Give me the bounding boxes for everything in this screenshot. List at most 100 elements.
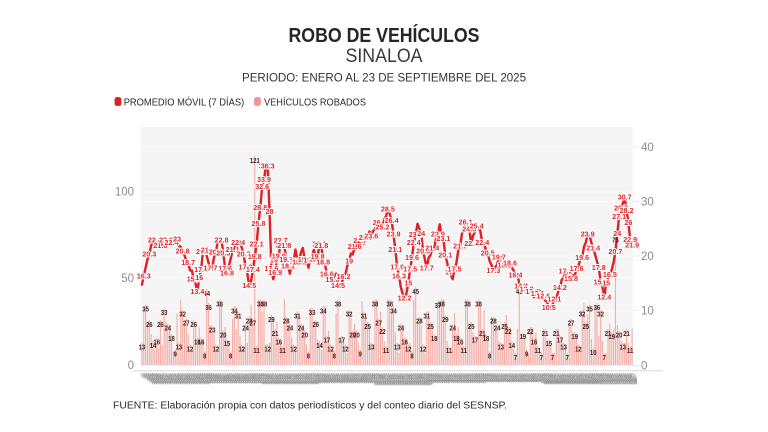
svg-text:22.2: 22.2: [464, 239, 478, 248]
svg-text:21.9: 21.9: [276, 241, 290, 250]
svg-text:12: 12: [405, 344, 412, 353]
svg-text:21: 21: [201, 246, 209, 255]
svg-text:23.9: 23.9: [431, 230, 445, 239]
svg-text:21.8: 21.8: [153, 241, 167, 250]
svg-text:28: 28: [490, 317, 497, 326]
svg-text:8: 8: [410, 351, 413, 360]
svg-text:20.6: 20.6: [209, 248, 223, 257]
svg-text:21.9: 21.9: [625, 241, 639, 250]
svg-text:16: 16: [194, 337, 201, 346]
svg-text:12.6: 12.6: [536, 292, 550, 301]
svg-text:25: 25: [364, 322, 371, 331]
svg-text:26: 26: [190, 320, 197, 329]
svg-text:25.4: 25.4: [470, 221, 484, 230]
svg-text:11: 11: [253, 346, 260, 355]
svg-text:12: 12: [290, 344, 297, 353]
svg-text:15.6: 15.6: [325, 275, 339, 284]
svg-text:40: 40: [641, 142, 654, 154]
svg-text:34: 34: [320, 306, 327, 315]
svg-text:25: 25: [468, 322, 475, 331]
svg-text:21: 21: [605, 329, 612, 338]
svg-text:25: 25: [583, 322, 590, 331]
svg-text:28.2: 28.2: [620, 206, 634, 215]
svg-text:18.3: 18.3: [498, 260, 512, 269]
svg-text:27.1: 27.1: [612, 212, 626, 221]
svg-text:25: 25: [501, 322, 508, 331]
svg-text:17: 17: [472, 336, 479, 345]
svg-text:16.9: 16.9: [268, 268, 282, 277]
svg-text:12: 12: [420, 344, 427, 353]
svg-text:16.3: 16.3: [137, 271, 151, 280]
svg-text:12: 12: [342, 344, 349, 353]
svg-text:18.6: 18.6: [503, 259, 517, 268]
svg-text:20: 20: [616, 331, 623, 340]
svg-text:23.3: 23.3: [359, 233, 373, 242]
svg-text:22.4: 22.4: [231, 238, 245, 247]
svg-text:21.7: 21.7: [453, 242, 467, 251]
svg-text:36: 36: [594, 303, 601, 312]
svg-text:33: 33: [309, 308, 316, 317]
svg-text:17: 17: [324, 336, 331, 345]
svg-text:16: 16: [198, 337, 205, 346]
svg-text:23.6: 23.6: [364, 231, 378, 240]
svg-text:23-sep: 23-sep: [629, 373, 646, 387]
svg-text:31: 31: [424, 312, 431, 321]
svg-text:23: 23: [209, 325, 216, 334]
svg-text:10.5: 10.5: [542, 303, 556, 312]
svg-text:21.1: 21.1: [226, 245, 240, 254]
svg-text:23-sep: 23-sep: [629, 372, 646, 386]
svg-text:21: 21: [553, 329, 560, 338]
svg-text:13: 13: [176, 343, 183, 352]
svg-text:24: 24: [417, 229, 425, 238]
svg-text:20: 20: [350, 331, 357, 340]
svg-text:14: 14: [150, 341, 157, 350]
svg-text:38: 38: [387, 299, 394, 308]
svg-text:24: 24: [242, 324, 249, 333]
svg-text:17.5: 17.5: [448, 265, 462, 274]
svg-text:17.8: 17.8: [592, 263, 606, 272]
svg-text:12: 12: [239, 344, 246, 353]
svg-text:21: 21: [479, 329, 486, 338]
svg-text:23.9: 23.9: [387, 230, 401, 239]
svg-text:15.2: 15.2: [594, 277, 608, 286]
svg-text:11-jul: 11-jul: [492, 372, 506, 384]
svg-text:12.2: 12.2: [398, 294, 412, 303]
svg-text:25.2: 25.2: [375, 223, 389, 232]
svg-text:34: 34: [231, 306, 238, 315]
svg-text:16: 16: [195, 273, 203, 282]
svg-text:14.4: 14.4: [514, 282, 528, 291]
svg-text:26.1: 26.1: [459, 218, 473, 227]
svg-text:31: 31: [235, 312, 242, 321]
svg-text:19.4: 19.4: [309, 254, 323, 263]
svg-text:36.3: 36.3: [261, 162, 275, 171]
svg-text:24: 24: [449, 324, 456, 333]
svg-text:SINALOA: SINALOA: [346, 45, 423, 67]
svg-text:17.4: 17.4: [246, 265, 260, 274]
svg-text:24: 24: [165, 324, 172, 333]
svg-text:0: 0: [128, 360, 134, 372]
svg-text:7: 7: [551, 353, 554, 362]
svg-text:16: 16: [531, 337, 538, 346]
svg-text:21-sep: 21-sep: [626, 373, 643, 387]
svg-text:22.8: 22.8: [148, 236, 162, 245]
svg-text:14.5: 14.5: [331, 281, 345, 290]
svg-text:31: 31: [361, 312, 368, 321]
svg-text:21.8: 21.8: [277, 241, 291, 250]
svg-text:13.4: 13.4: [190, 287, 204, 296]
svg-text:FUENTE: Elaboración propia con: FUENTE: Elaboración propia con datos per…: [113, 401, 507, 412]
svg-text:10: 10: [641, 306, 654, 318]
svg-text:29: 29: [442, 315, 449, 324]
svg-text:30: 30: [641, 197, 654, 209]
svg-text:38: 38: [216, 299, 223, 308]
svg-text:44: 44: [203, 289, 210, 298]
svg-text:34: 34: [390, 306, 397, 315]
svg-text:27: 27: [183, 318, 190, 327]
svg-text:21.6: 21.6: [348, 242, 362, 251]
svg-text:19.9: 19.9: [272, 252, 286, 261]
svg-text:17.6: 17.6: [570, 264, 584, 273]
svg-text:7: 7: [540, 353, 543, 362]
svg-text:13: 13: [560, 343, 567, 352]
svg-text:16.8: 16.8: [220, 269, 234, 278]
svg-text:20.5: 20.5: [216, 248, 230, 257]
svg-text:10: 10: [590, 348, 597, 357]
